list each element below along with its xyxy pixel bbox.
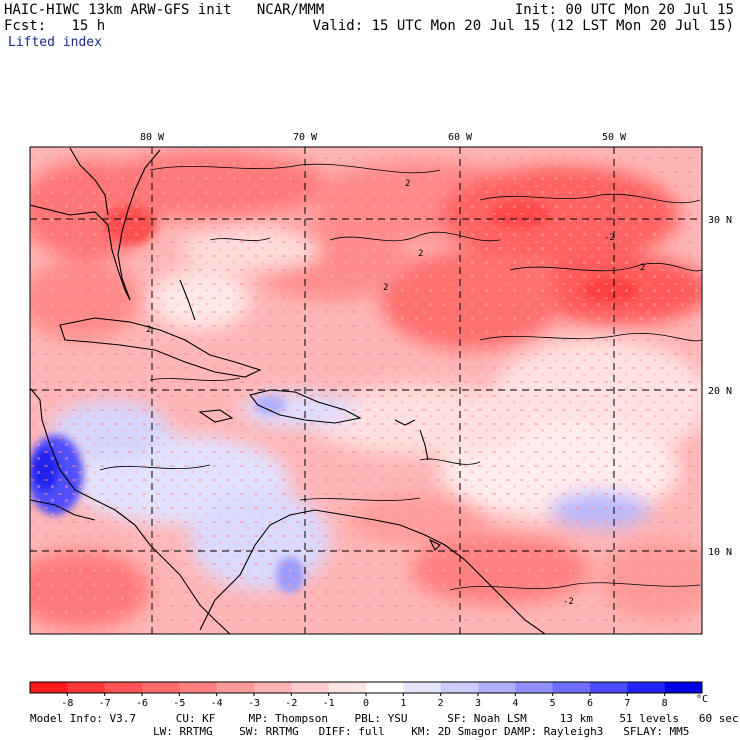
colorbar-swatch — [142, 682, 180, 693]
init-time: Init: 00 UTC Mon 20 Jul 15 — [514, 2, 734, 18]
colorbar-swatch — [440, 682, 479, 693]
colorbar-tick-label: -5 — [173, 698, 185, 709]
colorbar — [29, 681, 703, 696]
colorbar-labels: -8 -7 -6 -5 -4 -3 -2 -1 0 1 2 3 4 5 6 7 8 — [61, 698, 667, 709]
colorbar-tick-label: 3 — [475, 698, 481, 709]
contour-label: 2 — [383, 283, 388, 293]
colorbar-swatch — [403, 682, 441, 693]
colorbar-tick-label: -4 — [211, 698, 223, 709]
colorbar-swatch — [254, 682, 292, 693]
lat-label-30n: 30 N — [708, 215, 732, 226]
lat-label-20n: 20 N — [708, 386, 732, 397]
lon-label-70w: 70 W — [293, 132, 318, 143]
colorbar-tick-label: 7 — [624, 698, 630, 709]
contour-label: 2 — [405, 179, 410, 189]
colorbar-tick-label: -8 — [61, 698, 73, 709]
map-frame — [29, 146, 703, 635]
valid-time: Valid: 15 UTC Mon 20 Jul 15 (12 LST Mon … — [312, 18, 734, 34]
map-title: HAIC-HIWC 13km ARW-GFS init NCAR/MMM — [4, 2, 325, 18]
contour-label: -2 — [563, 597, 574, 607]
colorbar-swatch — [552, 682, 591, 693]
colorbar-tick-label: 2 — [438, 698, 444, 709]
colorbar-tick-label: 0 — [363, 698, 369, 709]
lon-label-50w: 50 W — [602, 132, 627, 143]
colorbar-tick-label: 8 — [662, 698, 668, 709]
field-name: Lifted index — [8, 35, 102, 50]
colorbar-swatch — [366, 682, 404, 693]
colorbar-tick-label: 6 — [587, 698, 593, 709]
forecast-hours: 15 h — [71, 18, 106, 34]
lifted-index-field: 2 2 2 2 2 -2 -2 — [30, 147, 702, 634]
colorbar-tick-label: -2 — [285, 698, 297, 709]
colorbar-swatch — [515, 682, 553, 693]
colorbar-tick-label: 1 — [400, 698, 406, 709]
lon-label-80w: 80 W — [140, 132, 165, 143]
colorbar-swatch — [104, 682, 143, 693]
colorbar-swatch — [590, 682, 628, 693]
contours — [99, 163, 702, 591]
colorbar-swatch — [67, 682, 105, 693]
colorbar-tick-label: 4 — [512, 698, 518, 709]
lon-label-60w: 60 W — [448, 132, 473, 143]
colorbar-swatch — [627, 682, 665, 693]
colorbar-tick-label: -6 — [136, 698, 148, 709]
contour-label: 2 — [146, 325, 151, 335]
colorbar-tick-label: -7 — [99, 698, 111, 709]
model-info-line1: Model Info: V3.7 CU: KF MP: Thompson PBL… — [30, 712, 739, 725]
lat-label-10n: 10 N — [708, 547, 732, 558]
colorbar-tick-label: 5 — [550, 698, 556, 709]
colorbar-swatch — [328, 682, 367, 693]
coastlines — [30, 147, 546, 634]
colorbar-tick-label: -3 — [248, 698, 260, 709]
forecast-hour: Fcst: 15 h — [4, 18, 105, 34]
contour-label: 2 — [418, 249, 423, 259]
colorbar-swatch — [216, 682, 255, 693]
colorbar-swatch — [30, 682, 68, 693]
colorbar-swatch — [291, 682, 329, 693]
model-info-line2: LW: RRTMG SW: RRTMG DIFF: full KM: 2D Sm… — [153, 725, 690, 738]
graticule — [30, 147, 702, 634]
contour-label: -2 — [604, 233, 615, 243]
contour-label: 2 — [640, 263, 645, 273]
colorbar-tick-label: -1 — [323, 698, 335, 709]
forecast-label: Fcst: — [4, 18, 47, 34]
colorbar-swatch — [664, 682, 703, 693]
colorbar-swatch — [179, 682, 217, 693]
colorbar-unit: °C — [696, 694, 708, 705]
colorbar-swatch — [478, 682, 516, 693]
